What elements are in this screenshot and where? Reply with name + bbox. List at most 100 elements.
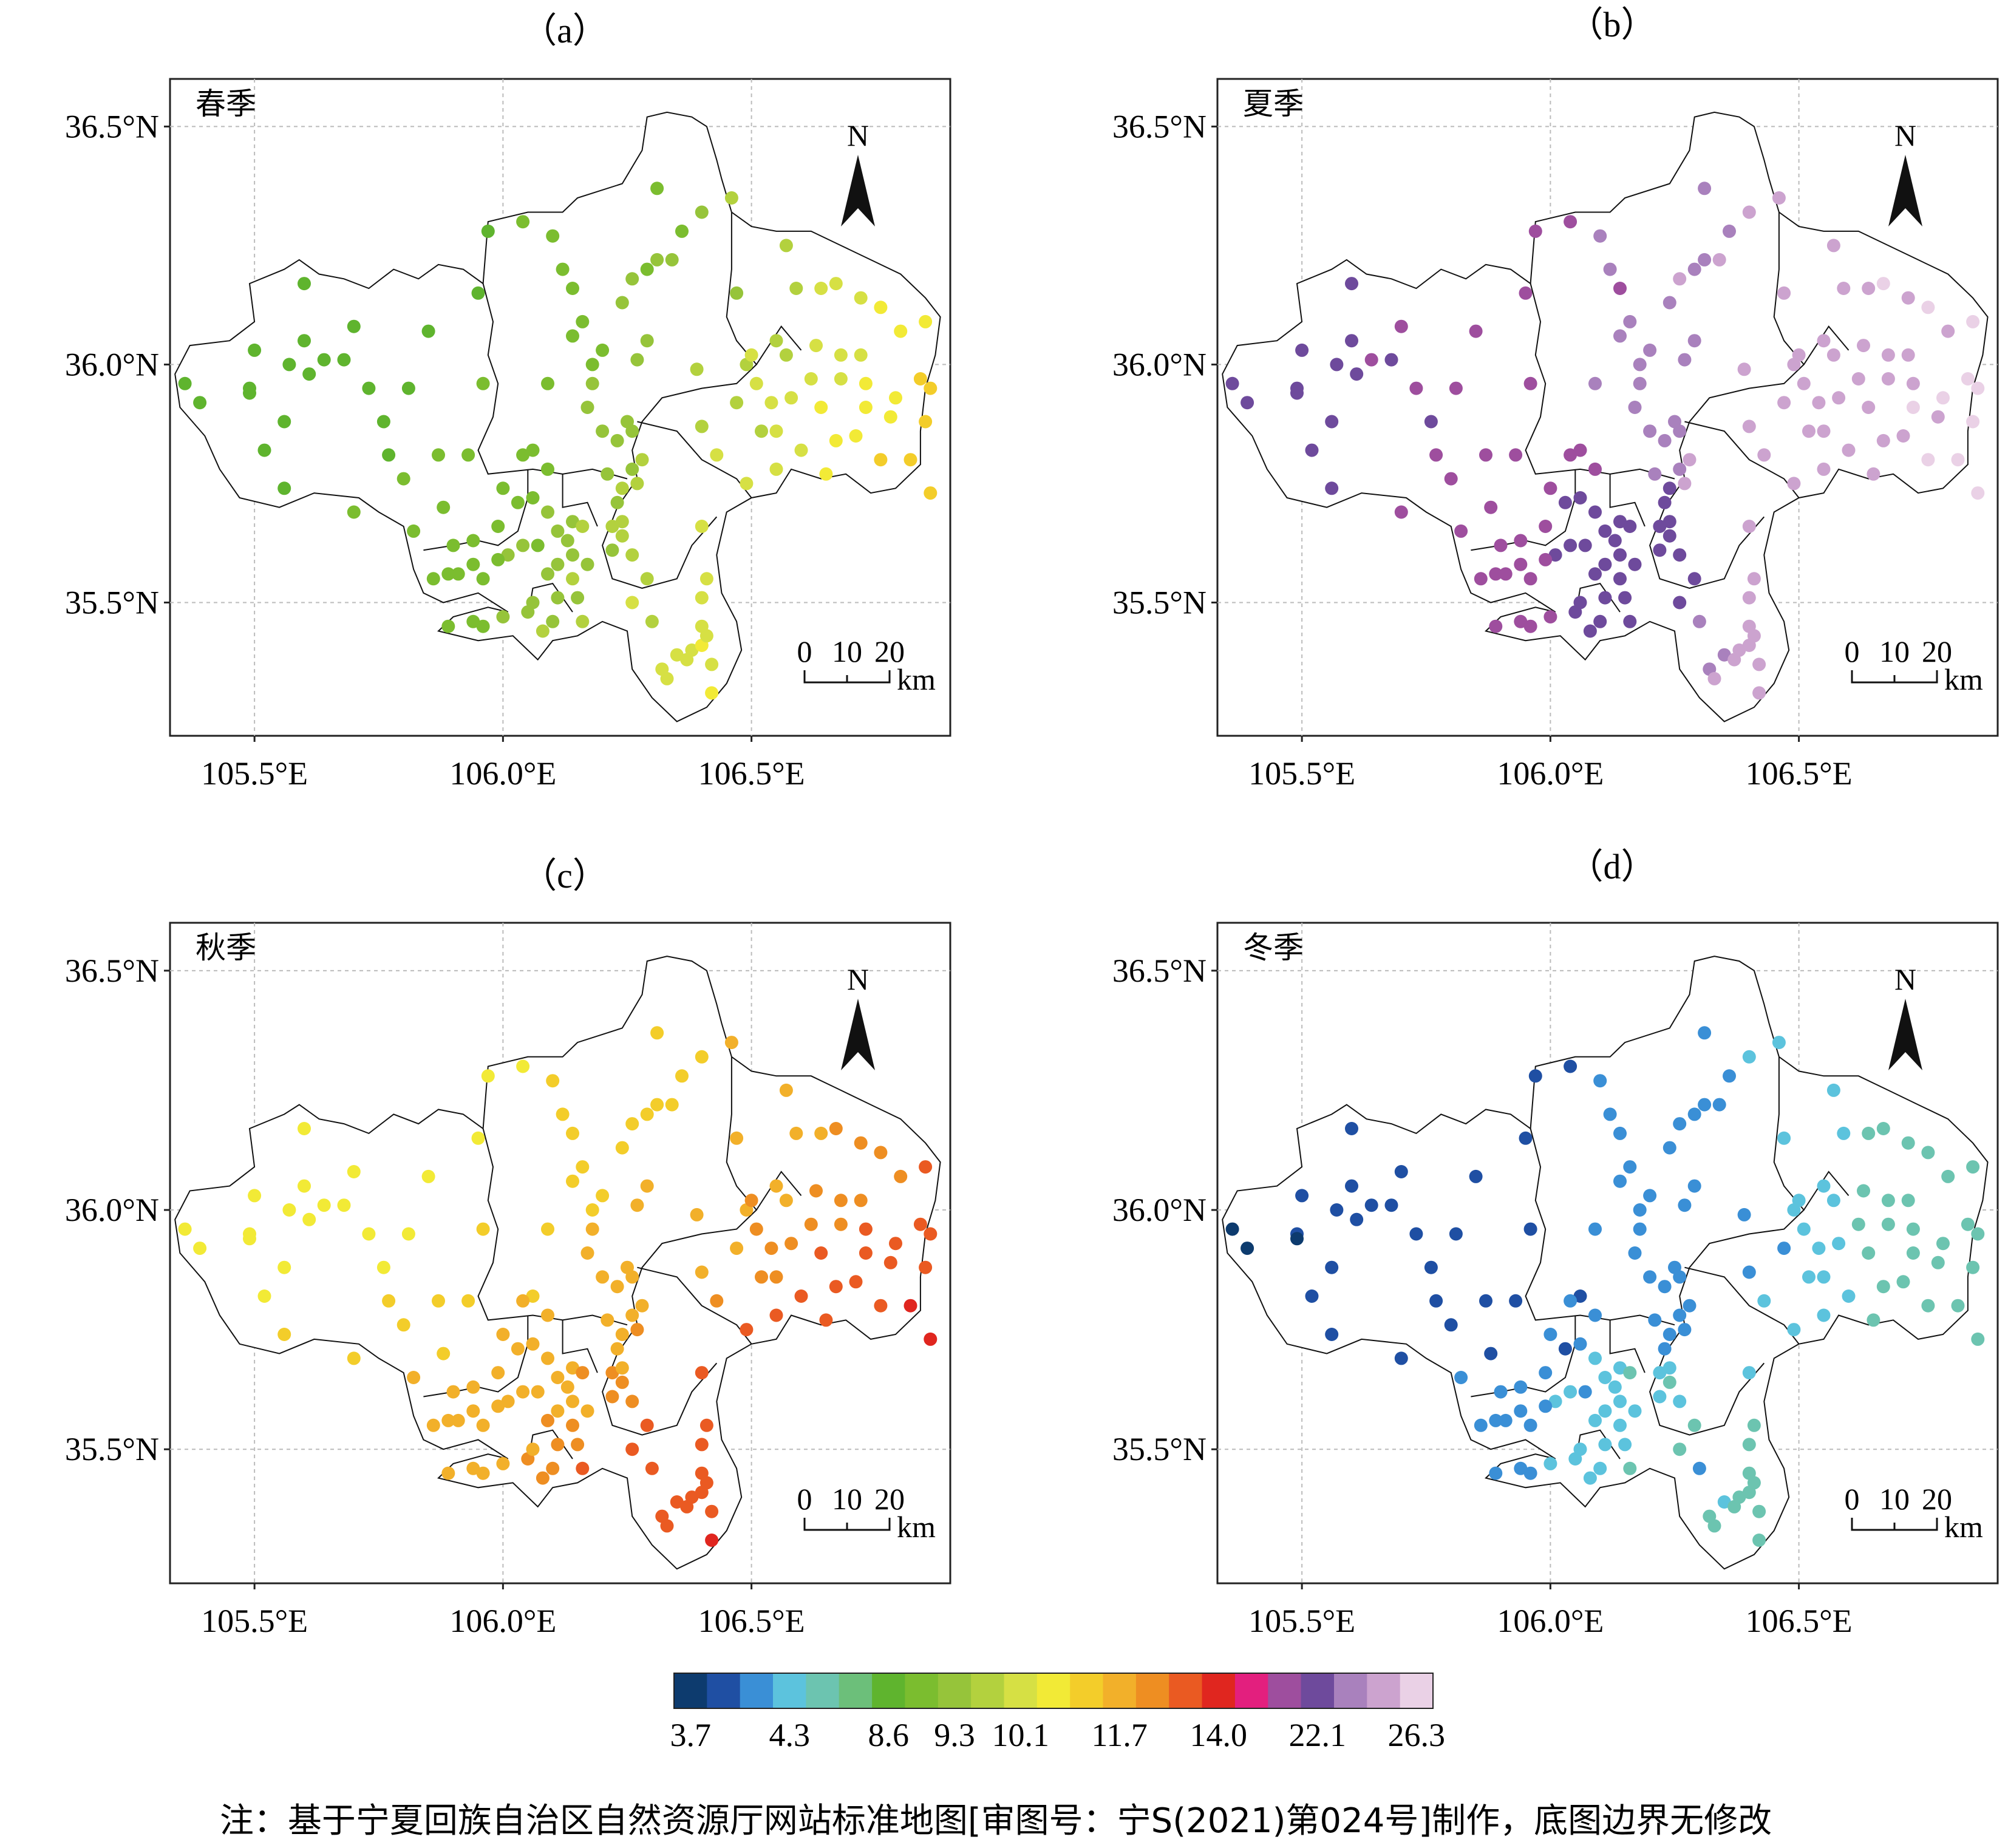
county-boundary	[1609, 474, 1646, 527]
station-point	[834, 372, 848, 386]
station-point	[1603, 262, 1617, 276]
station-point	[337, 1198, 351, 1212]
station-point	[1499, 1413, 1513, 1427]
station-point	[1330, 1203, 1344, 1217]
station-point	[635, 453, 649, 467]
station-point	[437, 500, 451, 514]
station-point	[1564, 448, 1577, 462]
station-point	[705, 657, 719, 671]
station-point	[710, 448, 724, 462]
station-point	[1384, 1198, 1398, 1212]
station-point	[1742, 1438, 1756, 1452]
north-label: N	[1894, 962, 1916, 996]
station-point	[615, 1375, 629, 1389]
station-point	[491, 552, 505, 566]
station-point	[814, 401, 828, 414]
station-point	[1707, 1519, 1721, 1533]
station-point	[432, 448, 445, 462]
station-point	[551, 591, 565, 605]
station-point	[1454, 524, 1468, 538]
station-point	[610, 495, 624, 509]
station-point	[1707, 671, 1721, 685]
station-point	[1523, 1222, 1537, 1236]
legend-label: 22.1	[1289, 1717, 1347, 1753]
station-point	[764, 1242, 778, 1255]
station-point	[1623, 1366, 1637, 1380]
station-point	[610, 1280, 624, 1294]
station-point	[516, 1294, 530, 1308]
station-point	[1936, 391, 1950, 405]
station-point	[695, 1050, 709, 1064]
station-point	[829, 433, 843, 447]
station-point	[640, 262, 654, 276]
county-boundary	[602, 1324, 718, 1436]
station-point	[919, 415, 933, 429]
station-point	[1851, 372, 1865, 386]
station-point	[1564, 215, 1577, 229]
station-point	[526, 1337, 540, 1351]
station-point	[1687, 1107, 1701, 1121]
station-point	[1588, 1351, 1602, 1365]
station-point	[630, 1198, 644, 1212]
station-point	[755, 424, 768, 438]
station-point	[1931, 1255, 1945, 1269]
station-point	[461, 448, 475, 462]
station-point	[347, 319, 361, 333]
station-point	[1469, 1169, 1483, 1183]
station-point	[401, 1227, 415, 1241]
station-point	[883, 1255, 897, 1269]
station-point	[605, 1390, 619, 1404]
station-point	[257, 1289, 271, 1303]
station-point	[516, 215, 530, 229]
legend-label: 9.3	[934, 1717, 975, 1753]
y-tick-label: 36.5°N	[1112, 108, 1207, 144]
station-point	[1757, 448, 1771, 462]
station-point	[1812, 396, 1826, 410]
station-point	[744, 348, 758, 362]
legend-swatch	[740, 1673, 774, 1708]
legend-label: 11.7	[1091, 1717, 1148, 1753]
station-point	[1797, 1222, 1811, 1236]
station-point	[640, 1418, 654, 1432]
station-point	[755, 1270, 768, 1284]
county-boundary	[562, 474, 598, 527]
station-point	[556, 262, 570, 276]
station-point	[576, 520, 590, 533]
station-point	[814, 282, 828, 295]
station-point	[1290, 1232, 1304, 1246]
station-point	[1797, 376, 1811, 390]
station-point	[1514, 557, 1528, 571]
station-point	[461, 1294, 475, 1308]
station-point	[834, 348, 848, 362]
station-point	[551, 1371, 565, 1384]
legend-swatch	[773, 1673, 806, 1708]
station-point	[298, 334, 311, 348]
station-point	[193, 396, 207, 410]
station-point	[1364, 353, 1378, 367]
station-point	[1613, 572, 1627, 586]
station-point	[541, 1308, 554, 1322]
station-point	[1643, 1189, 1657, 1203]
station-point	[695, 1466, 709, 1480]
station-point	[571, 591, 585, 605]
station-point	[1817, 1179, 1831, 1193]
station-point	[695, 591, 709, 605]
station-point	[1608, 534, 1622, 548]
station-point	[913, 1217, 927, 1231]
panel-label: （a）	[522, 11, 608, 50]
station-point	[1628, 1404, 1642, 1418]
station-point	[1896, 1275, 1910, 1289]
station-point	[1673, 462, 1687, 476]
station-point	[1658, 495, 1672, 509]
station-point	[541, 567, 554, 581]
station-point	[1723, 1069, 1736, 1083]
station-point	[1350, 367, 1364, 381]
station-point	[1851, 1217, 1865, 1231]
y-tick-label: 36.0°N	[1112, 346, 1207, 382]
station-point	[1653, 1390, 1667, 1404]
station-point	[193, 1242, 207, 1255]
station-point	[426, 1418, 440, 1432]
x-tick-label: 106.5°E	[698, 755, 805, 792]
station-point	[1687, 1418, 1701, 1432]
